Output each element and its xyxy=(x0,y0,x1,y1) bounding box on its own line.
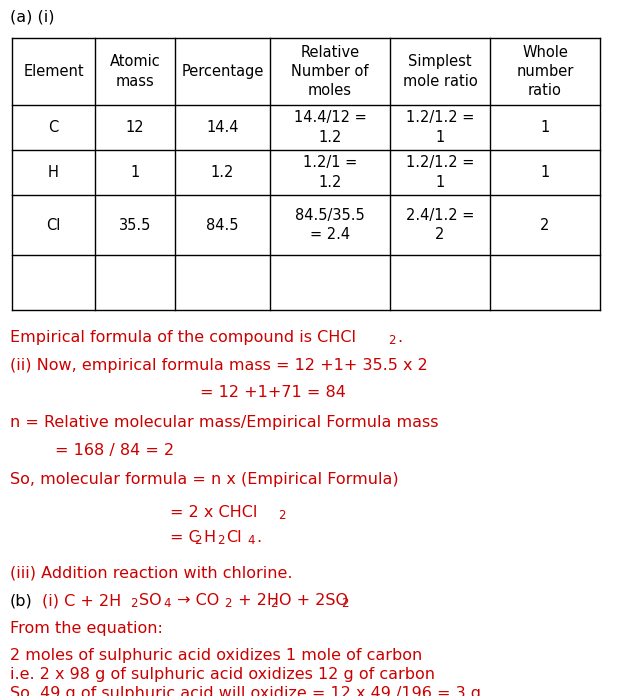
Text: = 12 +1+71 = 84: = 12 +1+71 = 84 xyxy=(200,385,346,400)
Text: 35.5: 35.5 xyxy=(119,217,151,232)
Text: 2: 2 xyxy=(217,534,225,547)
Text: .: . xyxy=(256,530,261,545)
Text: 1: 1 xyxy=(131,165,140,180)
Text: 12: 12 xyxy=(126,120,144,135)
Text: 2: 2 xyxy=(224,597,232,610)
Text: So, molecular formula = n x (Empirical Formula): So, molecular formula = n x (Empirical F… xyxy=(10,472,399,487)
Text: 4: 4 xyxy=(163,597,170,610)
Text: n = Relative molecular mass/Empirical Formula mass: n = Relative molecular mass/Empirical Fo… xyxy=(10,415,438,430)
Text: 2: 2 xyxy=(388,334,396,347)
Text: (ii) Now, empirical formula mass = 12 +1+ 35.5 x 2: (ii) Now, empirical formula mass = 12 +1… xyxy=(10,358,428,373)
Text: 14.4/12 =
1.2: 14.4/12 = 1.2 xyxy=(293,111,366,145)
Text: Simplest
mole ratio: Simplest mole ratio xyxy=(402,54,477,88)
Text: So, 49 g of sulphuric acid will oxidize = 12 x 49 /196 = 3 g: So, 49 g of sulphuric acid will oxidize … xyxy=(10,686,481,696)
Text: 1: 1 xyxy=(540,165,550,180)
Text: 2: 2 xyxy=(194,534,202,547)
Text: From the equation:: From the equation: xyxy=(10,621,163,636)
Text: C: C xyxy=(48,120,59,135)
Text: .: . xyxy=(397,330,402,345)
Text: 2: 2 xyxy=(341,597,348,610)
Text: Cl: Cl xyxy=(46,217,61,232)
Text: Whole
number
ratio: Whole number ratio xyxy=(516,45,574,98)
Text: O + 2SO: O + 2SO xyxy=(279,593,348,608)
Text: Atomic
mass: Atomic mass xyxy=(110,54,160,88)
Text: Percentage: Percentage xyxy=(181,64,264,79)
Text: 2: 2 xyxy=(130,597,137,610)
Text: H: H xyxy=(48,165,59,180)
Text: H: H xyxy=(203,530,215,545)
Text: SO: SO xyxy=(139,593,162,608)
Text: (i) C + 2H: (i) C + 2H xyxy=(42,593,121,608)
Text: 4: 4 xyxy=(247,534,254,547)
Text: Cl: Cl xyxy=(226,530,241,545)
Text: = 2 x CHCl: = 2 x CHCl xyxy=(170,505,258,520)
Text: 1.2: 1.2 xyxy=(211,165,234,180)
Text: 1.2/1.2 =
1: 1.2/1.2 = 1 xyxy=(406,155,474,189)
Text: 2: 2 xyxy=(270,597,277,610)
Text: 84.5: 84.5 xyxy=(206,217,239,232)
Text: (a) (i): (a) (i) xyxy=(10,10,54,25)
Text: 2: 2 xyxy=(278,509,285,522)
Text: 84.5/35.5
= 2.4: 84.5/35.5 = 2.4 xyxy=(295,208,365,242)
Text: 14.4: 14.4 xyxy=(206,120,239,135)
Text: 2.4/1.2 =
2: 2.4/1.2 = 2 xyxy=(406,208,474,242)
Text: = 168 / 84 = 2: = 168 / 84 = 2 xyxy=(55,443,174,458)
Text: i.e. 2 x 98 g of sulphuric acid oxidizes 12 g of carbon: i.e. 2 x 98 g of sulphuric acid oxidizes… xyxy=(10,667,435,682)
Text: → CO: → CO xyxy=(172,593,219,608)
Text: 2: 2 xyxy=(540,217,550,232)
Text: Empirical formula of the compound is CHCl: Empirical formula of the compound is CHC… xyxy=(10,330,356,345)
Text: (b): (b) xyxy=(10,593,33,608)
Text: = C: = C xyxy=(170,530,200,545)
Text: Element: Element xyxy=(23,64,84,79)
Text: Relative
Number of
moles: Relative Number of moles xyxy=(292,45,369,98)
Text: (iii) Addition reaction with chlorine.: (iii) Addition reaction with chlorine. xyxy=(10,565,293,580)
Text: 2 moles of sulphuric acid oxidizes 1 mole of carbon: 2 moles of sulphuric acid oxidizes 1 mol… xyxy=(10,648,422,663)
Text: 1.2/1.2 =
1: 1.2/1.2 = 1 xyxy=(406,111,474,145)
Text: + 2H: + 2H xyxy=(233,593,279,608)
Text: 1: 1 xyxy=(540,120,550,135)
Text: 1.2/1 =
1.2: 1.2/1 = 1.2 xyxy=(303,155,357,189)
